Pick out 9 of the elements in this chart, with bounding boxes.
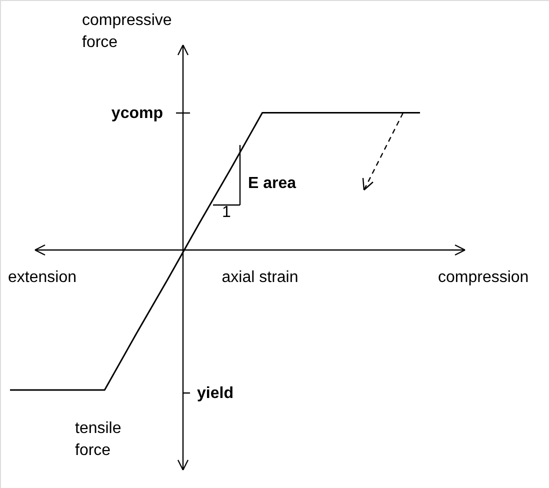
text: compression <box>438 269 529 286</box>
annotation: yield <box>197 385 234 402</box>
annotation: 1 <box>222 204 231 221</box>
annotation: extension <box>8 269 76 286</box>
annotation: E area <box>248 175 296 192</box>
text: compressive force <box>82 12 172 51</box>
x-axis-title: axial strain <box>222 269 298 286</box>
text: tensile force <box>75 420 122 459</box>
annotation: ycomp <box>111 105 164 122</box>
